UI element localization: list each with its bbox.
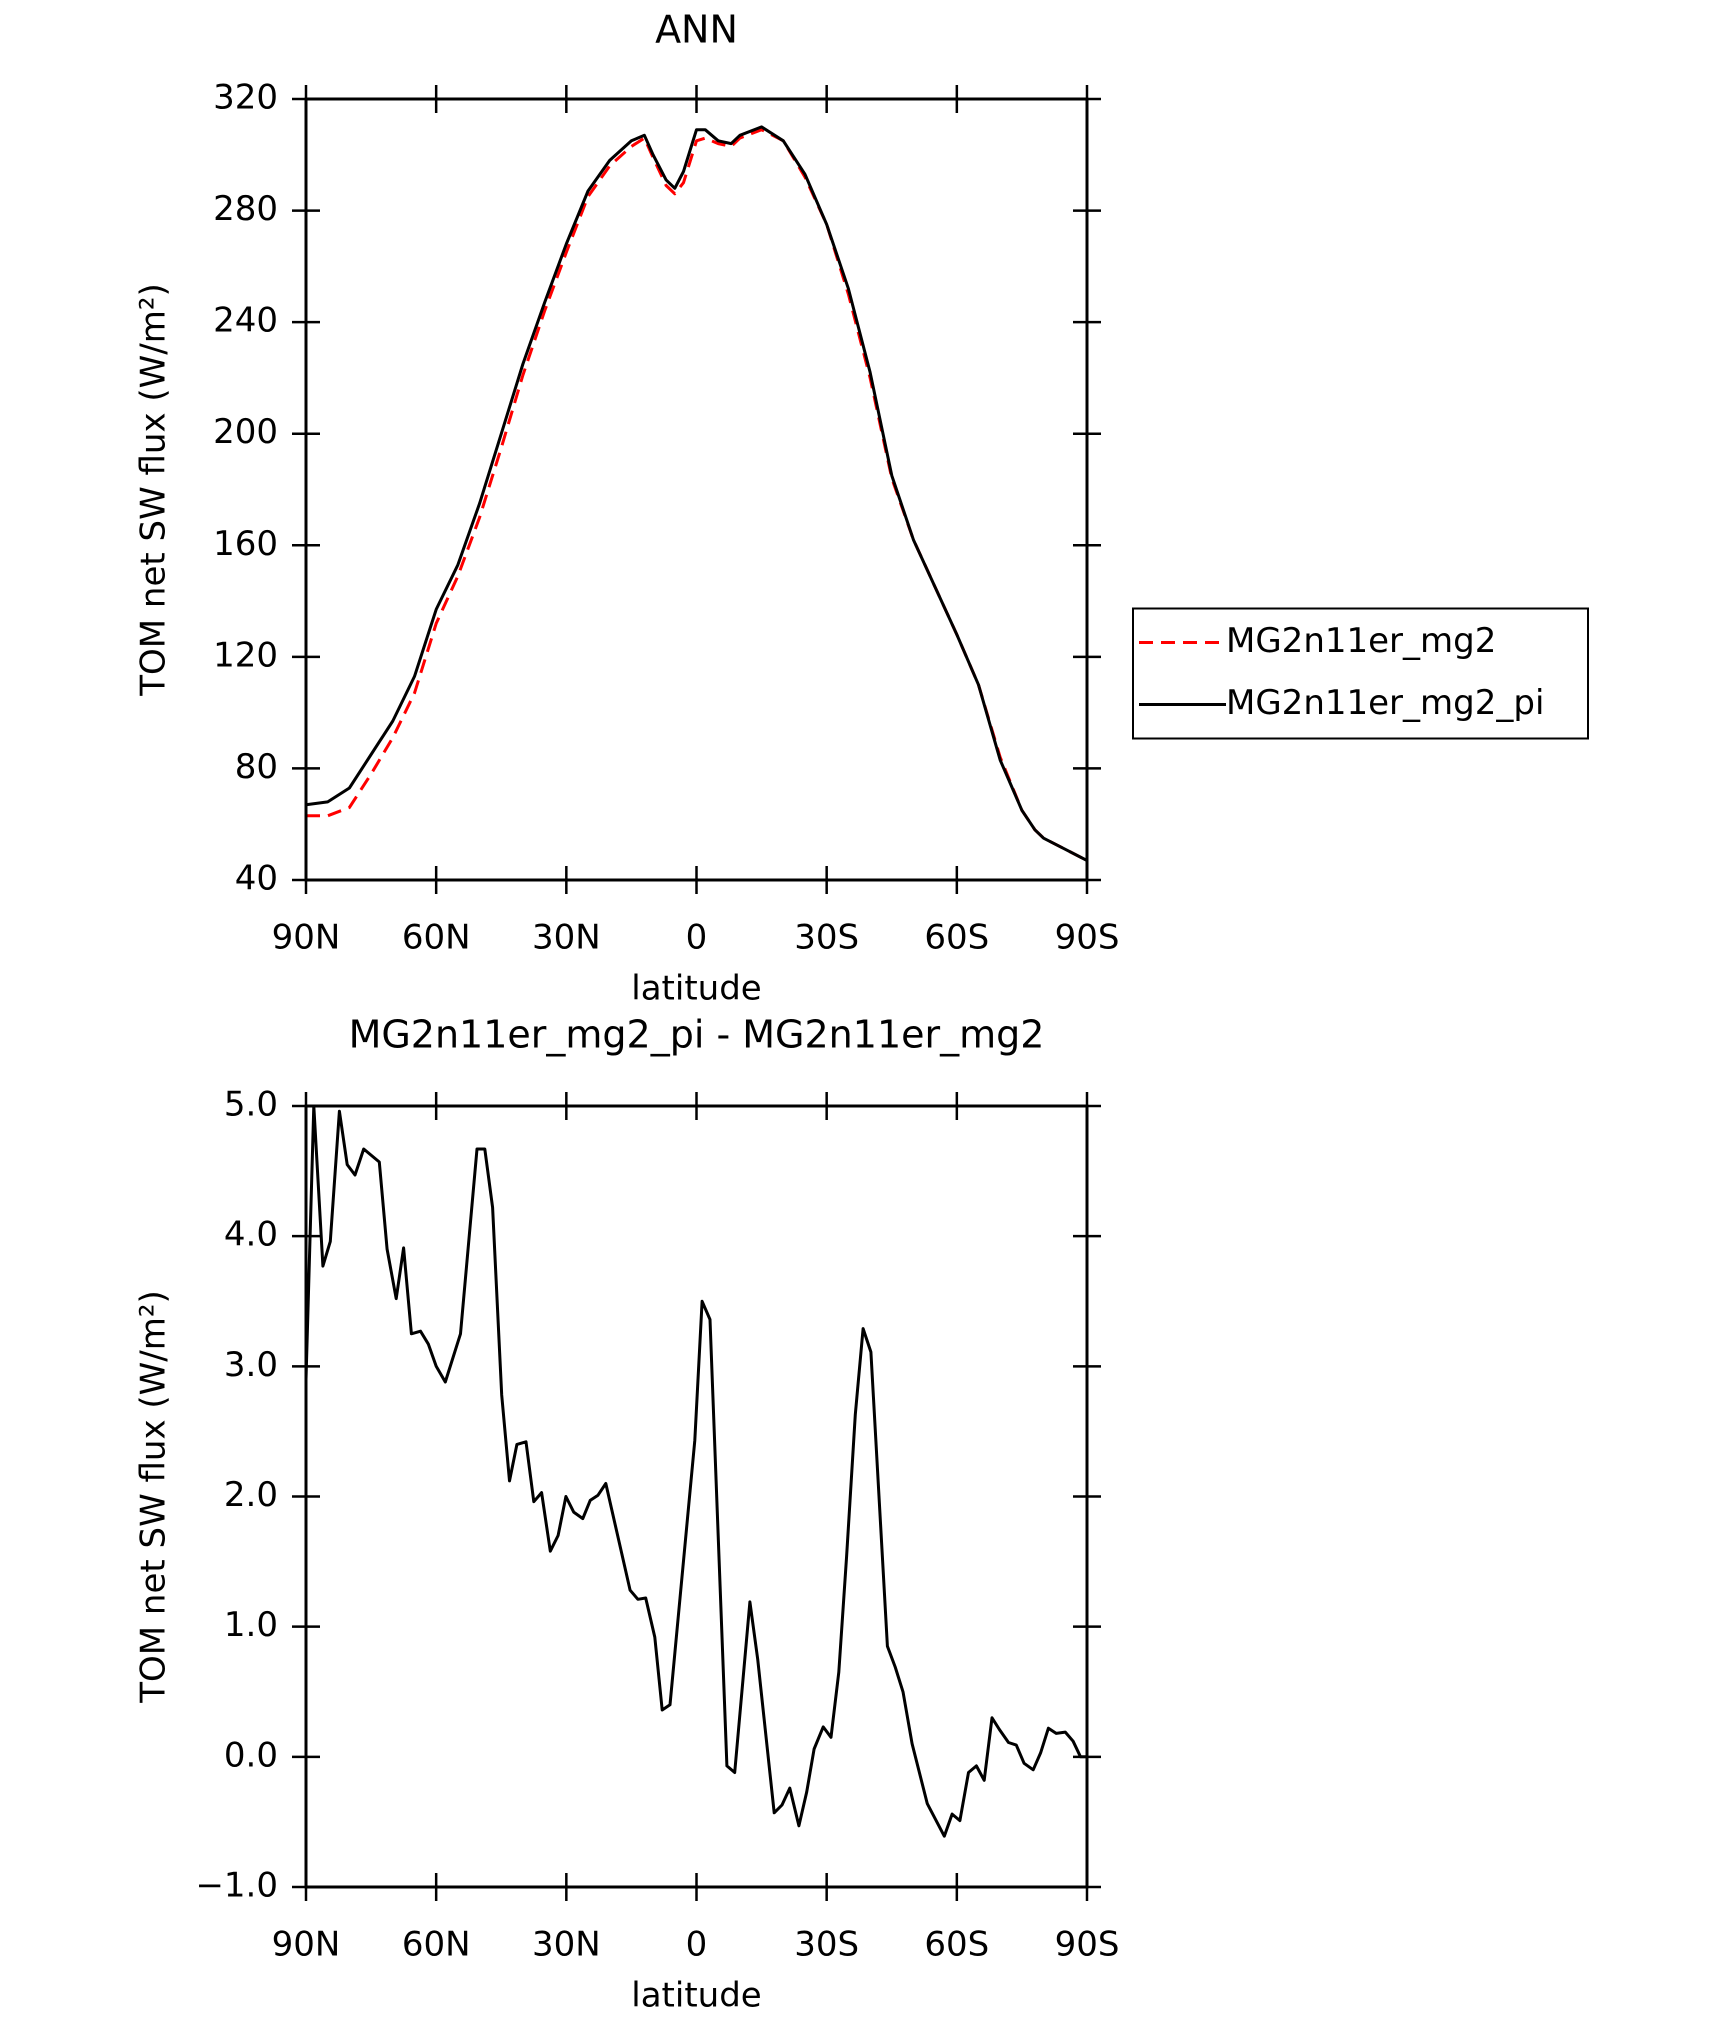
legend-label: MG2n11er_mg2	[1226, 621, 1496, 661]
x-tick-label: 90N	[272, 1925, 341, 1965]
y-tick-label: 200	[213, 412, 278, 452]
x-tick-label: 30S	[794, 1925, 859, 1965]
chart-title: ANN	[655, 8, 738, 52]
y-axis-label: TOM net SW flux (W/m²)	[134, 283, 174, 697]
y-tick-label: 80	[235, 747, 278, 787]
y-tick-label: 120	[213, 635, 278, 675]
x-tick-label: 30S	[794, 918, 859, 958]
x-tick-label: 60S	[924, 918, 989, 958]
y-tick-label: 0.0	[224, 1735, 278, 1775]
plot-frame	[304, 1104, 1089, 1889]
legend-label: MG2n11er_mg2_pi	[1226, 683, 1544, 723]
plot-frame	[304, 97, 1089, 882]
x-tick-label: 60S	[924, 1925, 989, 1965]
y-tick-label: 3.0	[224, 1345, 278, 1385]
y-tick-label: 160	[213, 524, 278, 564]
y-tick-label: 40	[235, 859, 278, 899]
x-tick-label: 30N	[532, 918, 601, 958]
x-tick-label: 90S	[1055, 918, 1120, 958]
x-tick-label: 60N	[402, 1925, 471, 1965]
x-axis-label: latitude	[631, 969, 761, 1009]
data-line	[305, 125, 1088, 862]
x-tick-label: 90N	[272, 918, 341, 958]
legend-box	[1132, 607, 1589, 740]
y-tick-label: −1.0	[195, 1866, 278, 1906]
chart-title: MG2n11er_mg2_pi - MG2n11er_mg2	[349, 1013, 1045, 1057]
data-line	[306, 128, 1088, 862]
y-tick-label: 1.0	[224, 1605, 278, 1645]
y-tick-label: 4.0	[224, 1215, 278, 1255]
y-tick-label: 2.0	[224, 1475, 278, 1515]
x-tick-label: 60N	[402, 918, 471, 958]
y-tick-label: 5.0	[224, 1085, 278, 1125]
x-tick-label: 90S	[1055, 1925, 1120, 1965]
y-axis-label: TOM net SW flux (W/m²)	[134, 1290, 174, 1704]
x-axis-label: latitude	[631, 1976, 761, 2016]
x-tick-label: 0	[686, 1925, 708, 1965]
y-tick-label: 280	[213, 189, 278, 229]
x-tick-label: 30N	[532, 1925, 601, 1965]
data-line	[304, 1104, 1087, 1838]
x-tick-label: 0	[686, 918, 708, 958]
y-tick-label: 320	[213, 78, 278, 118]
y-tick-label: 240	[213, 301, 278, 341]
